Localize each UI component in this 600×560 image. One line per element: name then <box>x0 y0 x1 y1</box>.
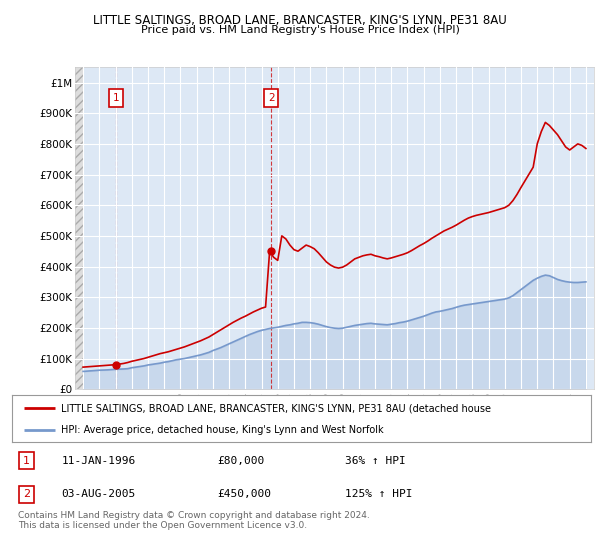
Text: 03-AUG-2005: 03-AUG-2005 <box>61 489 136 499</box>
Text: £450,000: £450,000 <box>218 489 272 499</box>
Text: 11-JAN-1996: 11-JAN-1996 <box>61 456 136 466</box>
Text: Price paid vs. HM Land Registry's House Price Index (HPI): Price paid vs. HM Land Registry's House … <box>140 25 460 35</box>
Text: 1: 1 <box>113 93 119 103</box>
Text: Contains HM Land Registry data © Crown copyright and database right 2024.
This d: Contains HM Land Registry data © Crown c… <box>18 511 370 530</box>
Text: 36% ↑ HPI: 36% ↑ HPI <box>345 456 406 466</box>
Text: 125% ↑ HPI: 125% ↑ HPI <box>345 489 412 499</box>
Text: HPI: Average price, detached house, King's Lynn and West Norfolk: HPI: Average price, detached house, King… <box>61 424 384 435</box>
Bar <box>75 67 83 389</box>
Text: LITTLE SALTINGS, BROAD LANE, BRANCASTER, KING'S LYNN, PE31 8AU: LITTLE SALTINGS, BROAD LANE, BRANCASTER,… <box>93 14 507 27</box>
Text: LITTLE SALTINGS, BROAD LANE, BRANCASTER, KING'S LYNN, PE31 8AU (detached house: LITTLE SALTINGS, BROAD LANE, BRANCASTER,… <box>61 403 491 413</box>
Text: £80,000: £80,000 <box>218 456 265 466</box>
Text: 2: 2 <box>23 489 30 499</box>
Text: 2: 2 <box>268 93 274 103</box>
Text: 1: 1 <box>23 456 30 466</box>
